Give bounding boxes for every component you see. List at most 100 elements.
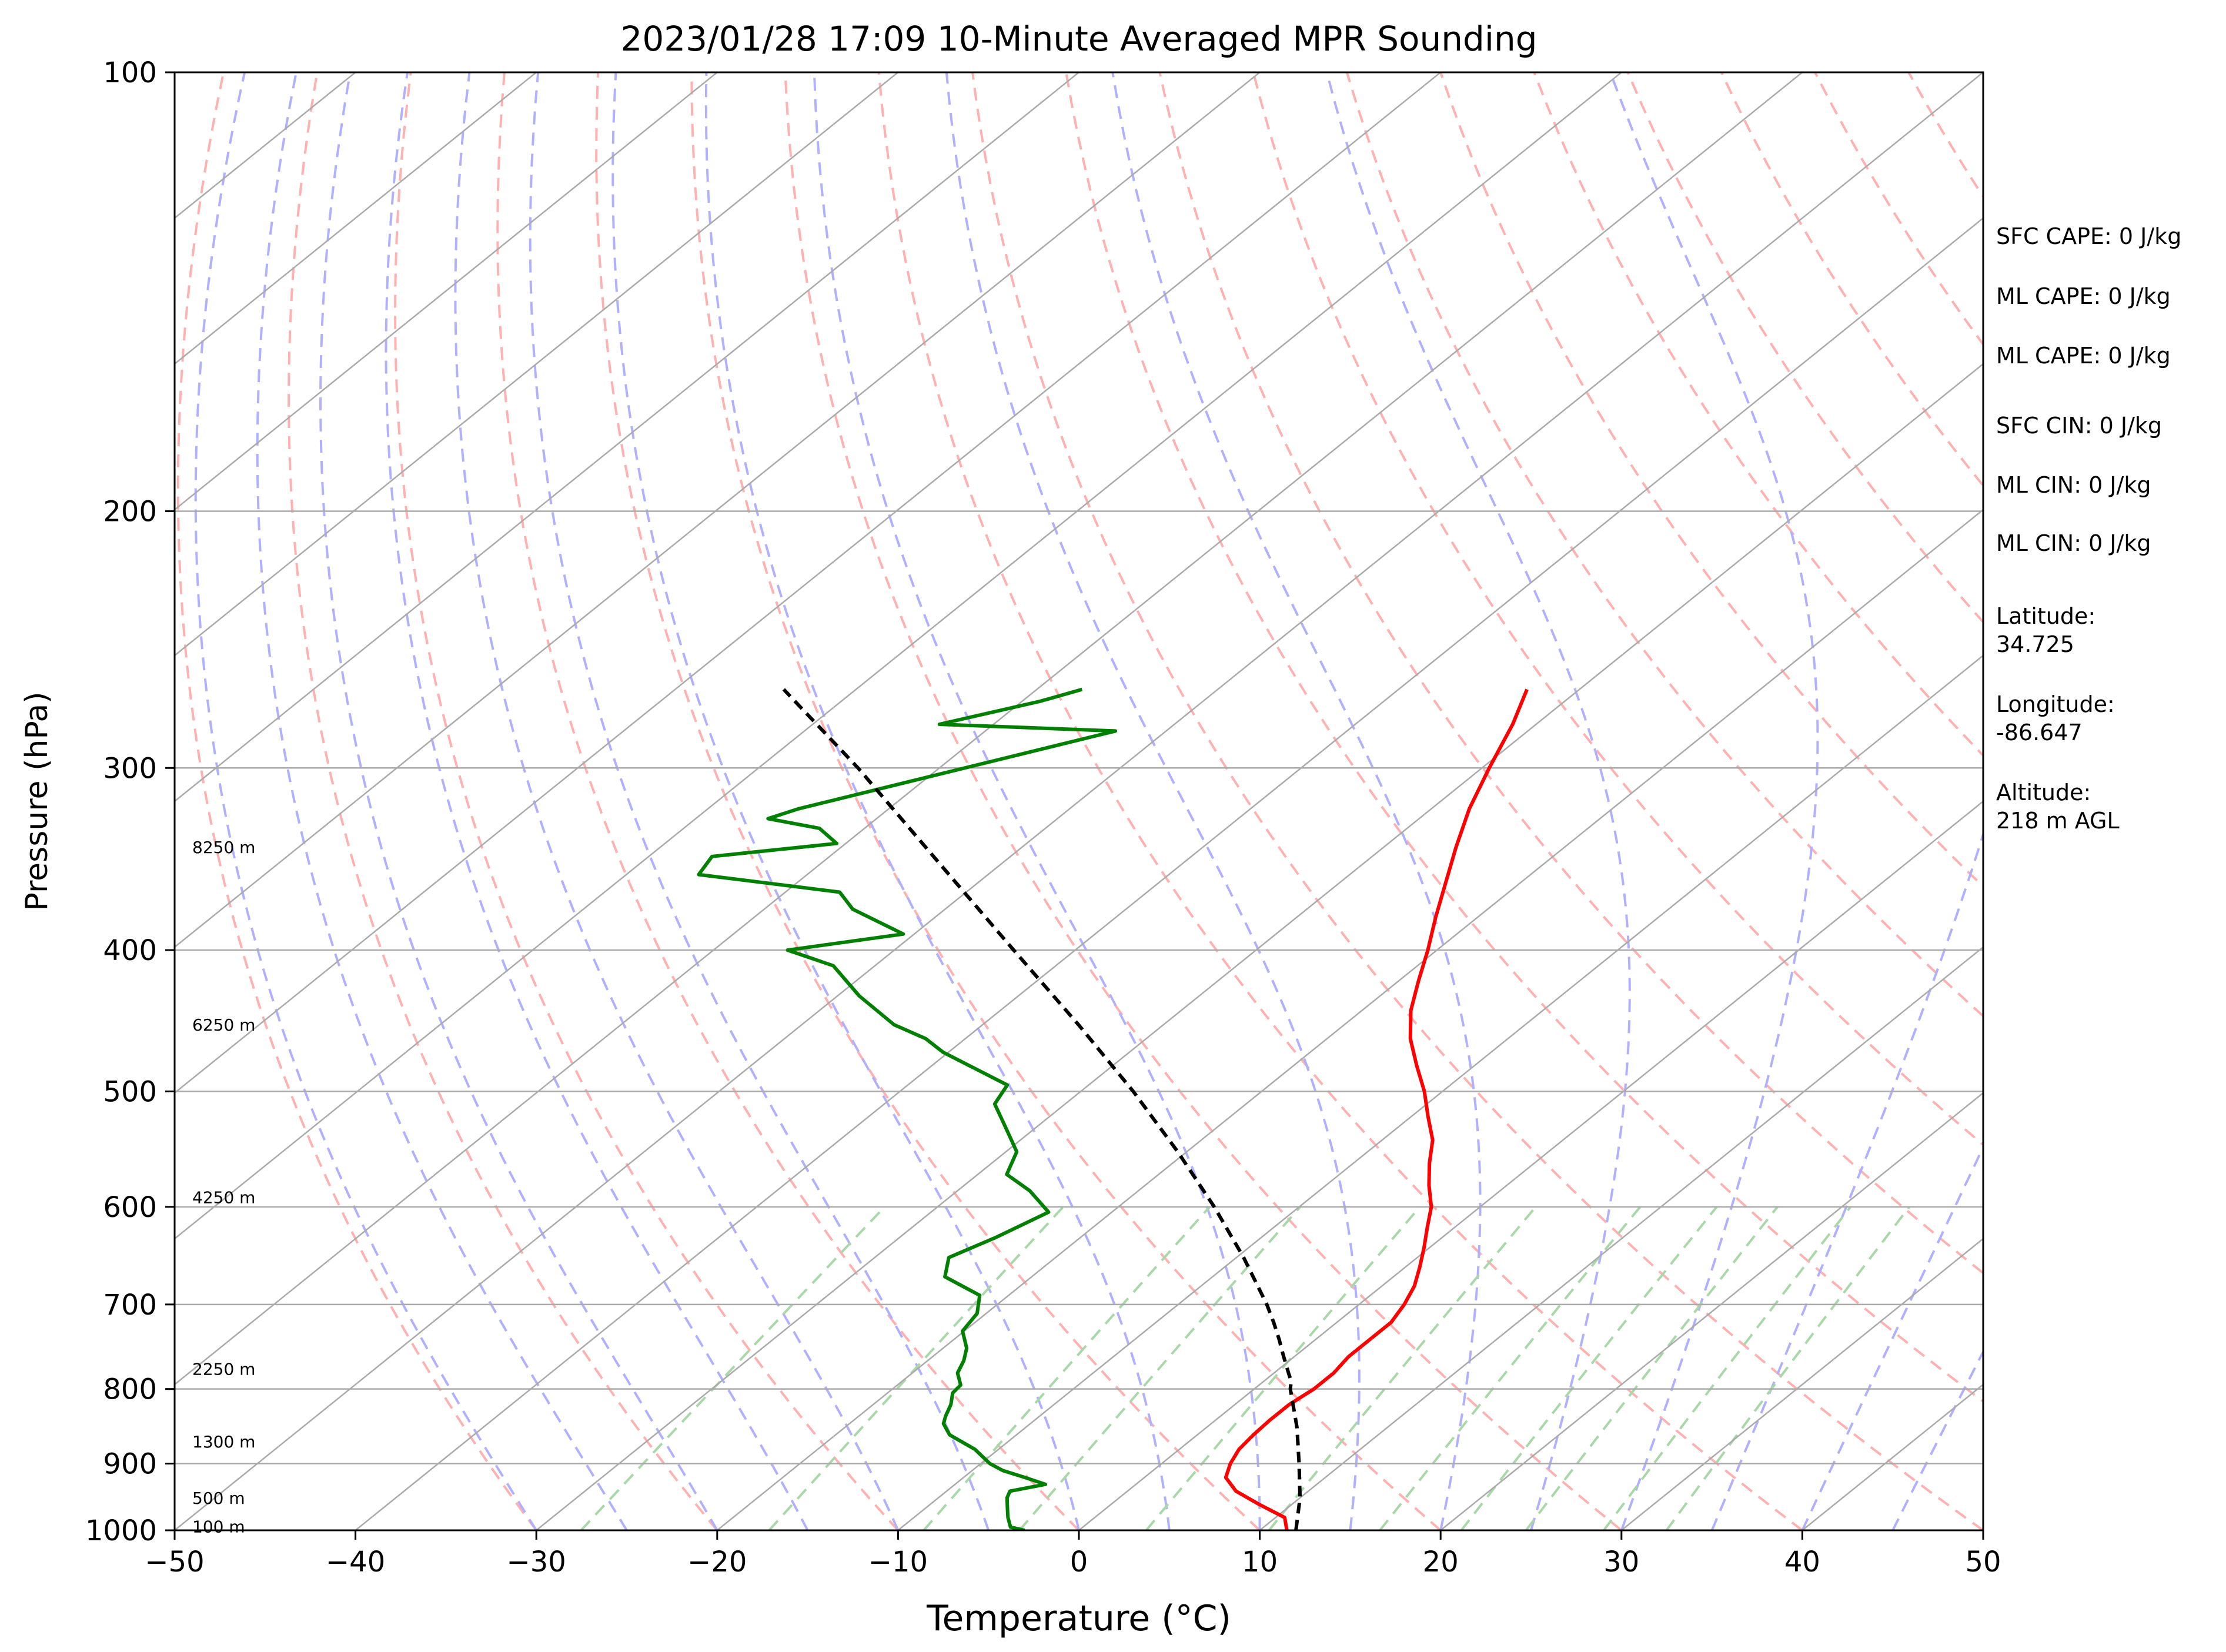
x-tick-label: 0 — [1070, 1546, 1088, 1579]
mixing-ratio-line — [1145, 1206, 1421, 1530]
moist-adiabat-line — [256, 72, 628, 1530]
moist-adiabat-line — [813, 72, 1261, 1530]
isotherm-line — [536, 363, 1983, 1530]
isotherm-line — [175, 72, 1622, 1240]
dry-adiabat-line — [496, 72, 1080, 1530]
x-tick-label: 50 — [1965, 1546, 2001, 1579]
moist-adiabat-line — [1710, 72, 1983, 1530]
background-lines — [175, 72, 2226, 1530]
isotherm-line — [175, 72, 899, 657]
moist-adiabat-line — [1801, 1144, 1983, 1530]
x-tick-label: −50 — [145, 1546, 204, 1579]
moist-adiabat-line — [945, 72, 1361, 1530]
moist-adiabat-line — [1111, 72, 1482, 1530]
isotherm-line — [175, 72, 718, 511]
x-axis-label: Temperature (°C) — [926, 1598, 1231, 1639]
isotherm-line — [897, 654, 1983, 1530]
isotherm-line — [2164, 72, 2226, 1530]
isotherm-line — [1259, 946, 1983, 1530]
longitude-value: -86.647 — [1996, 720, 2083, 745]
isotherm-line — [717, 509, 1983, 1530]
height-label: 8250 m — [192, 838, 255, 857]
dry-adiabat-line — [176, 72, 537, 1530]
dry-adiabat-line — [971, 72, 1983, 1530]
moist-adiabat-line — [319, 72, 718, 1530]
moist-adiabat-line — [385, 72, 809, 1530]
isotherm-line — [1078, 800, 1983, 1530]
moist-adiabat-line — [704, 72, 1171, 1530]
y-tick-label: 1000 — [85, 1514, 157, 1547]
longitude-label: Longitude: — [1996, 691, 2115, 717]
mixing-ratio-line — [1018, 1206, 1301, 1530]
isotherm-line — [1621, 1238, 1983, 1530]
moist-adiabat-line — [1891, 1349, 1983, 1530]
x-tick-label: −20 — [687, 1546, 747, 1579]
dry-adiabat-line — [2190, 72, 2226, 1530]
index-ml-cin-1: ML CIN: 0 J/kg — [1996, 472, 2151, 498]
isotherm-line — [175, 72, 537, 365]
height-labels: 100 m 500 m 1300 m 2250 m 4250 m 6250 m 8250 m — [192, 838, 255, 1536]
dry-adiabat-line — [1252, 72, 1983, 1146]
moist-adiabat-line — [529, 72, 990, 1530]
x-tick-label: 10 — [1242, 1546, 1278, 1579]
latitude-value: 34.725 — [1996, 631, 2074, 657]
sounding-profiles — [697, 687, 1529, 1530]
location-panel: Latitude: 34.725 Longitude: -86.647 Alti… — [1996, 603, 2120, 834]
y-tick-label: 100 — [103, 56, 157, 89]
y-tick-label: 900 — [103, 1448, 157, 1481]
parcel-profile-line — [782, 688, 1302, 1530]
isotherm-line — [355, 217, 1983, 1530]
height-label: 1300 m — [192, 1432, 255, 1452]
dry-adiabat-line — [1158, 72, 1983, 1275]
height-label: 6250 m — [192, 1015, 255, 1035]
moist-adiabat-line — [1325, 72, 1631, 1530]
isotherm-line — [175, 72, 1983, 1530]
mixing-ratio-line — [1665, 1206, 1910, 1530]
y-tick-label: 600 — [103, 1191, 157, 1224]
dry-adiabat-line — [1065, 72, 1983, 1403]
altitude-value: 218 m AGL — [1996, 808, 2120, 834]
dry-adiabat-line — [288, 72, 718, 1530]
moist-adiabat-line — [1609, 72, 1819, 1530]
isotherm-line — [175, 72, 1079, 802]
y-tick-label: 200 — [103, 496, 157, 529]
x-tick-label: 30 — [1603, 1546, 1639, 1579]
index-ml-cape-1: ML CAPE: 0 J/kg — [1996, 283, 2171, 309]
axes: −50 −40 −30 −20 −10 0 10 20 30 40 50 1000 900 800 700 6… — [85, 56, 2001, 1579]
x-tick-label: −30 — [507, 1546, 566, 1579]
x-tick-label: 20 — [1423, 1546, 1459, 1579]
height-label: 2250 m — [192, 1359, 255, 1379]
altitude-label: Altitude: — [1996, 780, 2091, 805]
x-tick-label: 40 — [1784, 1546, 1820, 1579]
isotherm-line — [175, 72, 1261, 948]
index-ml-cape-2: ML CAPE: 0 J/kg — [1996, 343, 2171, 369]
height-label: 500 m — [192, 1489, 245, 1508]
index-ml-cin-2: ML CIN: 0 J/kg — [1996, 530, 2151, 556]
dry-adiabat-line — [690, 72, 1442, 1530]
indices-panel: SFC CAPE: 0 J/kg ML CAPE: 0 J/kg ML CAPE… — [1996, 223, 2181, 556]
mixing-ratio-line — [923, 1206, 1211, 1530]
index-sfc-cape: SFC CAPE: 0 J/kg — [1996, 223, 2181, 249]
dry-adiabat-line — [1345, 72, 1983, 1018]
latitude-label: Latitude: — [1996, 603, 2095, 629]
isotherm-line — [175, 72, 1441, 1094]
dry-adiabat-line — [595, 72, 1261, 1530]
x-tick-label: −40 — [326, 1546, 385, 1579]
dry-adiabat-line — [394, 72, 899, 1530]
y-tick-label: 400 — [103, 934, 157, 967]
x-tick-label: −10 — [868, 1546, 928, 1579]
mixing-ratio-line — [580, 1206, 885, 1530]
y-axis-label: Pressure (hPa) — [19, 692, 55, 911]
height-label: 100 m — [192, 1517, 245, 1537]
temperature-profile-line — [1224, 688, 1529, 1530]
dry-adiabat-line — [877, 72, 1803, 1530]
isotherm-line — [175, 72, 1803, 1386]
y-tick-label: 800 — [103, 1373, 157, 1406]
y-tick-label: 300 — [103, 752, 157, 785]
y-tick-label: 500 — [103, 1075, 157, 1108]
dewpoint-profile-line — [697, 687, 1118, 1530]
index-sfc-cin: SFC CIN: 0 J/kg — [1996, 413, 2162, 439]
moist-adiabat-line — [454, 72, 900, 1530]
